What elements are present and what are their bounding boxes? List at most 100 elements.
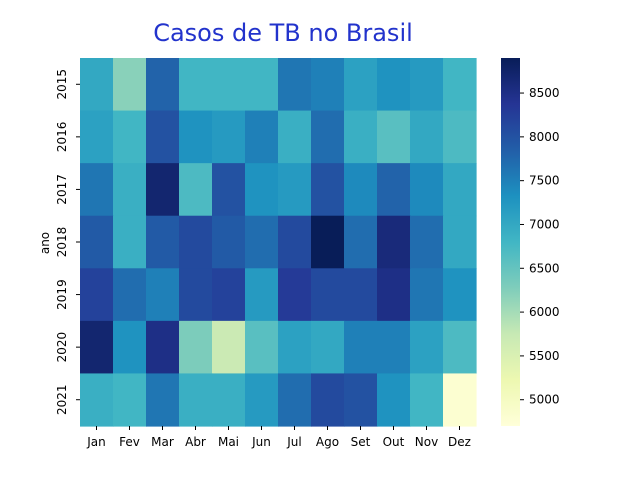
heatmap-cell bbox=[212, 58, 246, 112]
chart-title: Casos de TB no Brasil bbox=[153, 19, 413, 47]
heatmap-cell bbox=[311, 373, 345, 427]
y-tick-label: 2019 bbox=[55, 279, 69, 310]
heatmap-cell bbox=[80, 110, 114, 164]
y-axis-ticks: 2015 2016 2017 2018 2019 2020 2021 bbox=[55, 69, 80, 415]
heatmap-cell bbox=[113, 215, 147, 269]
heatmap-cell bbox=[443, 215, 477, 269]
heatmap-cell bbox=[344, 215, 378, 269]
heatmap-cell bbox=[245, 215, 279, 269]
heatmap-cell bbox=[113, 373, 147, 427]
heatmap-cell bbox=[410, 163, 444, 217]
heatmap-cell bbox=[245, 373, 279, 427]
y-tick-label: 2016 bbox=[55, 122, 69, 153]
heatmap-cell bbox=[146, 373, 180, 427]
heatmap-cell bbox=[311, 110, 345, 164]
x-tick-label: Mar bbox=[151, 435, 174, 449]
heatmap-cell bbox=[212, 110, 246, 164]
heatmap-cell bbox=[80, 215, 114, 269]
heatmap-cell bbox=[179, 110, 213, 164]
heatmap-cell bbox=[377, 163, 411, 217]
heatmap-cell bbox=[278, 373, 312, 427]
colorbar-tick-label: 6000 bbox=[529, 305, 560, 319]
heatmap-cell bbox=[377, 215, 411, 269]
colorbar-tick-label: 8000 bbox=[529, 130, 560, 144]
heatmap-cell bbox=[278, 110, 312, 164]
heatmap-cell bbox=[245, 163, 279, 217]
y-tick-label: 2018 bbox=[55, 227, 69, 258]
y-tick-label: 2020 bbox=[55, 332, 69, 363]
heatmap-cell bbox=[443, 110, 477, 164]
heatmap-cell bbox=[179, 320, 213, 375]
heatmap-cell bbox=[179, 58, 213, 112]
heatmap-cell bbox=[278, 320, 312, 375]
heatmap-cell bbox=[212, 215, 246, 269]
heatmap-cell bbox=[377, 58, 411, 112]
colorbar-tick-label: 6500 bbox=[529, 261, 560, 275]
y-tick-label: 2017 bbox=[55, 174, 69, 205]
x-tick-label: Out bbox=[383, 435, 405, 449]
x-tick-label: Mai bbox=[218, 435, 239, 449]
heatmap-cell bbox=[113, 163, 147, 217]
y-axis-label: ano bbox=[38, 232, 52, 254]
heatmap-cell bbox=[311, 320, 345, 375]
heatmap-cell bbox=[146, 163, 180, 217]
heatmap-cell bbox=[113, 268, 147, 322]
heatmap-cell bbox=[113, 58, 147, 112]
heatmap-cell bbox=[212, 268, 246, 322]
heatmap-cell bbox=[146, 110, 180, 164]
heatmap-cell bbox=[179, 215, 213, 269]
heatmap-cell bbox=[113, 320, 147, 375]
heatmap-cell bbox=[212, 320, 246, 375]
x-tick-label: Set bbox=[351, 435, 371, 449]
colorbar-tick-label: 7000 bbox=[529, 217, 560, 231]
heatmap-cell bbox=[179, 373, 213, 427]
heatmap-cell bbox=[377, 110, 411, 164]
x-tick-label: Jan bbox=[86, 435, 106, 449]
x-axis-ticks: Jan Fev Mar Abr Mai Jun Jul Ago Set Out Nov Dez bbox=[86, 426, 471, 449]
heatmap-cell bbox=[377, 268, 411, 322]
heatmap-cell bbox=[443, 163, 477, 217]
heatmap-cell bbox=[146, 320, 180, 375]
heatmap-cell bbox=[245, 320, 279, 375]
x-tick-label: Dez bbox=[448, 435, 471, 449]
heatmap-cell bbox=[410, 215, 444, 269]
y-tick-label: 2021 bbox=[55, 384, 69, 415]
heatmap-cell bbox=[245, 110, 279, 164]
heatmap-cell bbox=[245, 268, 279, 322]
heatmap-cell bbox=[179, 268, 213, 322]
heatmap-cell bbox=[80, 373, 114, 427]
heatmap-cell bbox=[80, 320, 114, 375]
colorbar-tick-label: 5500 bbox=[529, 349, 560, 363]
heatmap-cells bbox=[80, 58, 477, 427]
heatmap-cell bbox=[311, 215, 345, 269]
heatmap-cell bbox=[410, 320, 444, 375]
heatmap-cell bbox=[245, 58, 279, 112]
heatmap-cell bbox=[344, 373, 378, 427]
heatmap-cell bbox=[443, 58, 477, 112]
heatmap-cell bbox=[443, 268, 477, 322]
heatmap-cell bbox=[278, 268, 312, 322]
heatmap-cell bbox=[80, 58, 114, 112]
heatmap-cell bbox=[212, 373, 246, 427]
heatmap-cell bbox=[344, 320, 378, 375]
heatmap-cell bbox=[377, 373, 411, 427]
heatmap-cell bbox=[377, 320, 411, 375]
heatmap-cell bbox=[410, 268, 444, 322]
colorbar-tick-label: 5000 bbox=[529, 393, 560, 407]
heatmap-cell bbox=[344, 163, 378, 217]
heatmap-cell bbox=[311, 163, 345, 217]
heatmap-cell bbox=[410, 58, 444, 112]
y-tick-label: 2015 bbox=[55, 69, 69, 100]
heatmap-cell bbox=[344, 58, 378, 112]
heatmap-cell bbox=[179, 163, 213, 217]
colorbar-tick-label: 7500 bbox=[529, 174, 560, 188]
x-tick-label: Nov bbox=[415, 435, 438, 449]
x-tick-label: Jul bbox=[286, 435, 301, 449]
heatmap-cell bbox=[80, 268, 114, 322]
heatmap-cell bbox=[311, 58, 345, 112]
heatmap-cell bbox=[344, 268, 378, 322]
x-tick-label: Ago bbox=[316, 435, 339, 449]
heatmap-cell bbox=[410, 110, 444, 164]
heatmap-cell bbox=[146, 268, 180, 322]
heatmap-cell bbox=[146, 215, 180, 269]
